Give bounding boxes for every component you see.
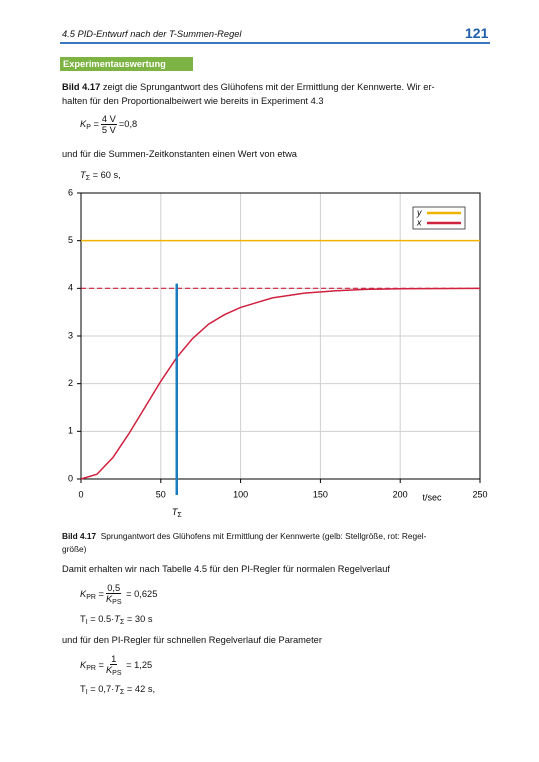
formula: TI = 0,7·TΣ = 42 s, — [80, 684, 155, 696]
paragraph: Bild 4.17 zeigt die Sprungantwort des Gl… — [62, 82, 435, 92]
y-tick-label: 2 — [68, 378, 73, 388]
formula: TΣ = 60 s, — [80, 170, 121, 182]
caption: größe) — [62, 544, 87, 554]
marker-symbol: T — [172, 507, 179, 517]
x-tick-label: 0 — [78, 489, 83, 499]
symbol: K — [80, 588, 87, 599]
sub: PS — [112, 599, 122, 606]
x-tick-label: 200 — [393, 489, 408, 499]
figure-ref: Bild 4.17 — [62, 82, 101, 92]
formula: KPR = 0,5 KPS = 0,625 — [80, 583, 157, 606]
symbol: K — [80, 659, 87, 670]
marker-sub: Σ — [177, 512, 182, 519]
y-tick-label: 1 — [68, 426, 73, 436]
y-tick-label: 3 — [68, 330, 73, 340]
result: =0,8 — [118, 118, 138, 129]
sub: Σ — [119, 619, 125, 626]
sub: Σ — [119, 689, 125, 696]
sub: PR — [86, 664, 96, 672]
running-head: 4.5 PID-Entwurf nach der T-Summen-Regel — [62, 29, 242, 39]
paragraph: Damit erhalten wir nach Tabelle 4.5 für … — [62, 564, 390, 574]
sub: PR — [86, 593, 96, 601]
den: 5 V — [101, 125, 116, 135]
paragraph: halten für den Proportionalbeiwert wie b… — [62, 96, 324, 106]
paragraph: und für die Summen-Zeitkonstanten einen … — [62, 149, 297, 159]
marker-label: TΣ — [172, 507, 183, 518]
den: KPS — [106, 594, 122, 606]
symbol: T — [80, 684, 86, 694]
legend-label: y — [416, 207, 422, 217]
symbol: K — [80, 118, 87, 129]
symbol: K — [105, 594, 113, 604]
symbol: T — [80, 170, 86, 180]
rest: = 60 s, — [92, 170, 121, 180]
result: = 0,625 — [126, 588, 158, 599]
eq: = — [98, 659, 104, 670]
paragraph: und für den PI-Regler für schnellen Rege… — [62, 635, 322, 645]
num: 0,5 — [106, 583, 122, 594]
result: = 30 s — [126, 614, 153, 624]
x-tick-label: 150 — [313, 489, 328, 499]
page-number: 121 — [465, 25, 489, 41]
eq: = — [98, 588, 104, 599]
num: 4 V — [100, 114, 117, 125]
sub: I — [85, 619, 88, 626]
text: Sprungantwort des Glühofens mit Ermittlu… — [100, 531, 427, 541]
formula: KPR = 1 KPS = 1,25 — [80, 654, 152, 677]
sub: PS — [112, 670, 122, 677]
fraction: 0,5 KPS — [106, 583, 122, 606]
sub: P — [86, 123, 91, 131]
series-line — [80, 287, 481, 480]
result: = 42 s, — [126, 684, 156, 694]
eq: = — [93, 118, 99, 129]
y-tick-label: 0 — [68, 473, 73, 483]
result: = 1,25 — [126, 659, 153, 670]
legend-label: x — [416, 217, 422, 227]
mid: = 0,7· — [90, 684, 115, 694]
figure-ref: Bild 4.17 — [62, 531, 97, 541]
den: KPS — [106, 665, 122, 677]
y-tick-label: 5 — [68, 235, 73, 245]
x-axis-label: t/sec — [422, 492, 442, 502]
symbol: T — [80, 614, 86, 624]
fraction: 1 KPS — [106, 654, 122, 677]
plot-frame — [80, 192, 481, 480]
symbol: T — [114, 684, 120, 694]
header-rule — [60, 42, 490, 44]
sub: Σ — [85, 175, 91, 182]
section-label: Experimentauswertung — [60, 57, 193, 71]
text: zeigt die Sprungantwort des Glühofens mi… — [102, 82, 435, 92]
caption: Bild 4.17 Sprungantwort des Glühofens mi… — [62, 531, 426, 541]
x-tick-label: 100 — [233, 489, 248, 499]
num: 1 — [110, 654, 118, 665]
symbol: T — [114, 614, 120, 624]
formula: TI = 0.5·TΣ = 30 s — [80, 614, 152, 626]
x-tick-label: 250 — [472, 489, 487, 499]
y-tick-label: 4 — [68, 283, 73, 293]
y-tick-label: 6 — [68, 187, 73, 197]
mid: = 0.5· — [90, 614, 115, 624]
symbol: K — [105, 665, 113, 675]
sub: I — [85, 689, 88, 696]
x-tick-label: 50 — [156, 489, 166, 499]
